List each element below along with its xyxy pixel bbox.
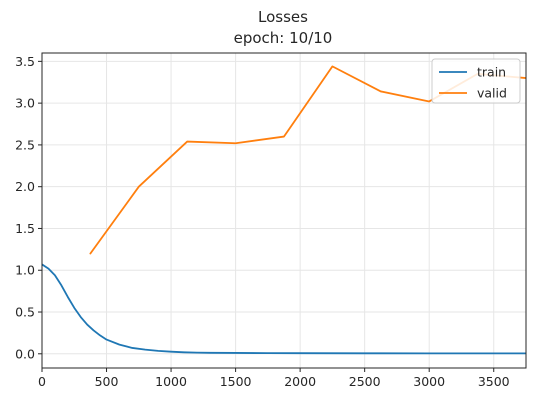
y-tick-label: 1.0 bbox=[15, 263, 35, 278]
y-tick-label: 3.5 bbox=[15, 54, 35, 69]
y-tick-label: 1.5 bbox=[15, 221, 35, 236]
legend: train valid bbox=[431, 58, 521, 104]
legend-box bbox=[431, 58, 521, 104]
y-tick-label: 0.5 bbox=[15, 305, 35, 320]
y-tick-label: 2.0 bbox=[15, 179, 35, 194]
y-tick-label: 0.0 bbox=[15, 346, 35, 361]
x-tick-label: 3500 bbox=[478, 374, 510, 389]
series-line-train bbox=[42, 263, 526, 355]
chart-title: Losses bbox=[258, 8, 308, 26]
y-axis: 0.0 0.5 1.0 1.5 2.0 2.5 3.0 3.5 bbox=[15, 54, 42, 361]
y-tick-label: 2.5 bbox=[15, 137, 35, 152]
x-tick-label: 0 bbox=[38, 374, 46, 389]
axes-frame bbox=[41, 52, 527, 369]
grid bbox=[41, 53, 526, 368]
legend-label-valid: valid bbox=[477, 86, 507, 101]
x-tick-label: 2000 bbox=[284, 374, 316, 389]
x-axis: 0 500 1000 1500 2000 2500 3000 3500 bbox=[38, 368, 510, 389]
x-tick-label: 1500 bbox=[220, 374, 252, 389]
y-tick-label: 3.0 bbox=[15, 96, 35, 111]
series-layer bbox=[42, 65, 526, 355]
x-tick-label: 500 bbox=[95, 374, 119, 389]
chart-subtitle: epoch: 10/10 bbox=[234, 29, 333, 47]
legend-label-train: train bbox=[477, 65, 506, 80]
x-tick-label: 3000 bbox=[413, 374, 445, 389]
x-tick-label: 1000 bbox=[155, 374, 187, 389]
x-tick-label: 2500 bbox=[349, 374, 381, 389]
